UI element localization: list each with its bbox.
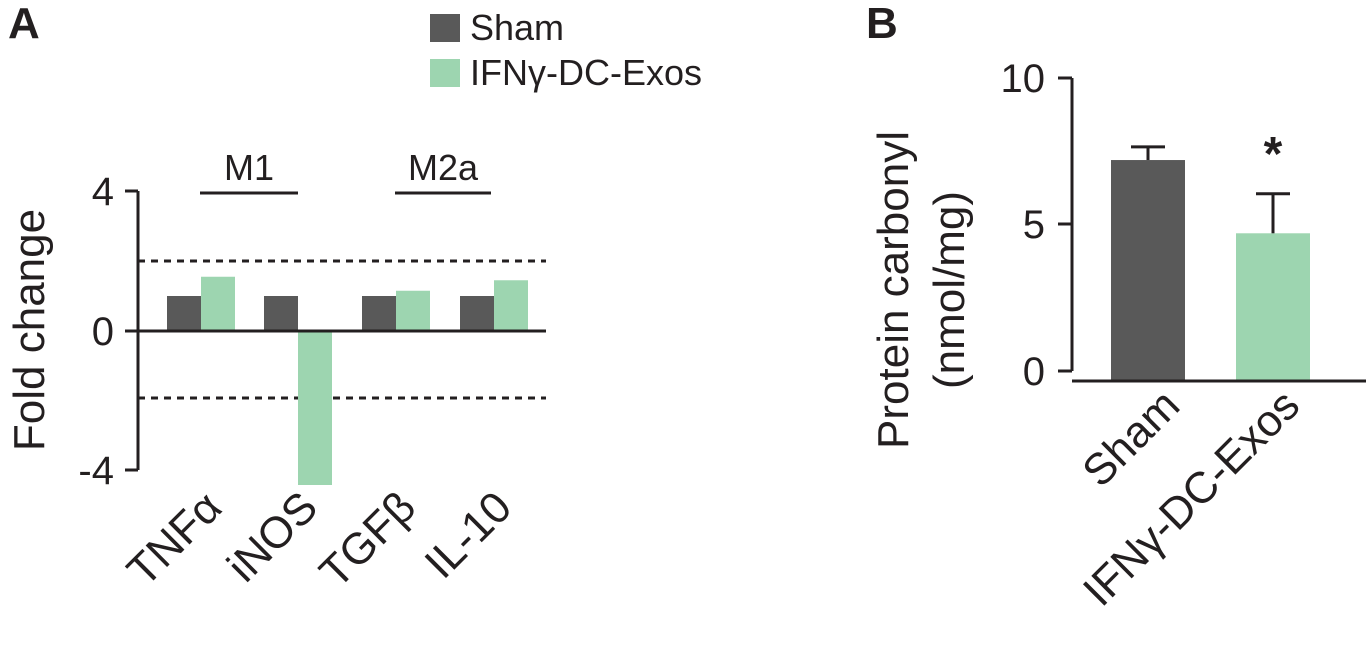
y-tick-label-b-10: 10 [1001,57,1046,101]
legend-swatch-sham [430,14,460,42]
panel-b-letter: B [866,0,898,48]
bar-ifn-dc-exos [1236,233,1310,381]
legend-swatch-ifn [430,59,460,87]
bar-sham-inos [264,296,298,331]
group-label-m1: M1 [224,147,274,188]
significance-marker: * [1264,128,1283,181]
bars-a [167,276,528,485]
bar-ifn-dc-exos-inos [298,331,332,485]
bar-ifn-dc-exos-tgf [396,290,430,331]
y-axis-label-b-units: (nmol/mg) [925,191,974,389]
category-label-sham: Sham [1073,380,1189,496]
y-tick-label-a-neg4: -4 [78,449,114,493]
category-label-tgfb: TGFβ [310,482,425,597]
panel-a: A Sham IFNγ-DC-Exos M1 M2a 4 0 -4 Fold c… [5,0,702,597]
group-label-m2a: M2a [408,147,479,188]
bar-sham-tgf [362,296,396,331]
category-label-il10: IL-10 [416,482,522,588]
panel-a-letter: A [8,0,40,48]
y-tick-label-b-5: 5 [1023,203,1045,247]
bar-sham-il-10 [460,296,494,331]
y-axis-label-b: Protein carbonyl [869,131,918,449]
y-axis-label-a: Fold change [5,209,54,451]
y-tick-label-a-4: 4 [92,170,114,214]
legend-label-ifn: IFNγ-DC-Exos [470,52,702,93]
category-label-tnfa: TNFα [118,482,231,595]
y-tick-label-b-0: 0 [1023,350,1045,394]
panel-b: B 10 5 0 Protein carbonyl (nmol/mg) * Sh… [866,0,1366,616]
category-label-inos: iNOS [218,482,327,591]
bars-b [1111,145,1310,381]
legend: Sham IFNγ-DC-Exos [430,7,702,93]
bar-sham-tnf [167,296,201,331]
category-label-ifn-dc-exos: IFNγ-DC-Exos [1074,380,1309,615]
y-tick-label-a-0: 0 [92,310,114,354]
legend-label-sham: Sham [470,7,564,48]
bar-ifn-dc-exos-il-10 [494,280,528,331]
bar-sham [1111,160,1185,381]
bar-ifn-dc-exos-tnf [201,276,235,331]
